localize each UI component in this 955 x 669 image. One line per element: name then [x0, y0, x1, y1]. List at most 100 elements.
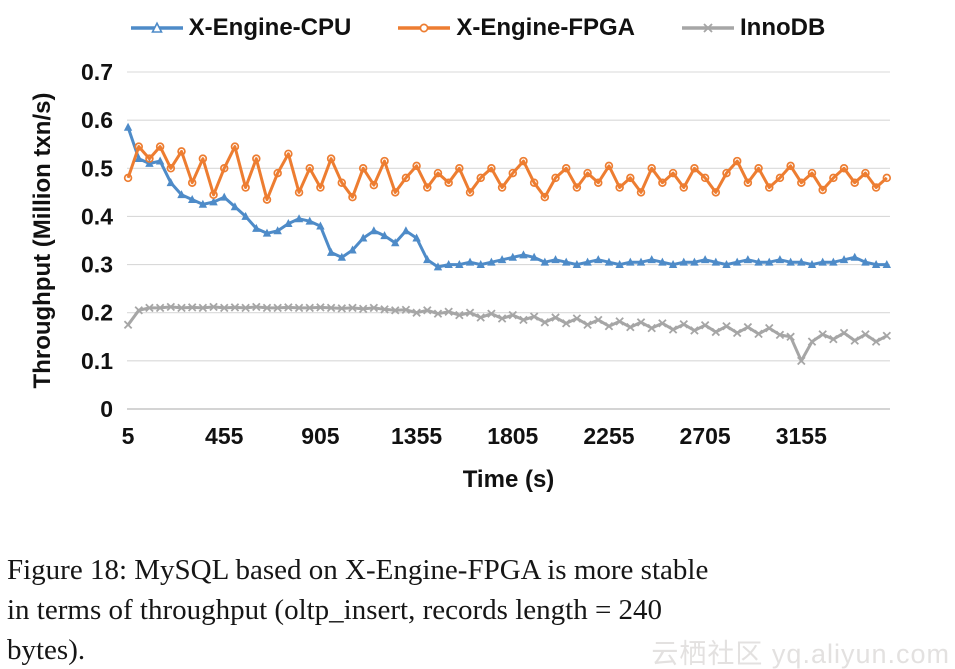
circle-marker — [284, 149, 293, 159]
x-tick-label: 1355 — [391, 423, 442, 449]
triangle-marker — [861, 257, 870, 266]
legend-item-x-engine-cpu: X-Engine-CPU — [130, 14, 351, 42]
circle-marker — [134, 142, 144, 151]
x-marker — [294, 303, 304, 313]
triangle-marker — [829, 257, 838, 266]
circle-marker — [850, 178, 859, 187]
circle-marker — [636, 188, 646, 197]
legend-x — [703, 23, 713, 33]
triangle-marker — [839, 255, 849, 264]
triangle-marker — [273, 226, 282, 235]
circle-marker — [219, 164, 229, 173]
circle-marker — [508, 168, 518, 178]
circle-marker — [316, 183, 325, 192]
legend-triangle — [150, 21, 163, 33]
x-marker — [241, 303, 250, 313]
x-marker — [807, 337, 817, 346]
x-marker — [145, 303, 154, 313]
circle-marker — [390, 188, 400, 197]
triangle-marker — [551, 255, 560, 264]
circle-marker — [337, 178, 347, 187]
x-tick-label: 3155 — [776, 423, 827, 449]
circle-marker — [476, 173, 485, 183]
triangle-marker — [348, 245, 357, 254]
y-tick-label: 0.3 — [81, 252, 113, 278]
x-marker — [797, 356, 806, 366]
x-marker — [252, 302, 261, 312]
series-x-engine-cpu — [123, 122, 891, 271]
legend-label-innodb: InnoDB — [740, 14, 826, 41]
circle-marker — [380, 156, 389, 166]
circle-marker — [166, 164, 176, 173]
triangle-marker — [487, 257, 496, 266]
circle-marker — [326, 154, 336, 163]
x-marker — [636, 318, 646, 327]
y-tick-label: 0.6 — [81, 107, 113, 133]
triangle-marker — [626, 257, 635, 266]
series-innodb — [123, 302, 892, 366]
series-line — [126, 305, 888, 363]
triangle-marker — [284, 219, 293, 228]
triangle-marker — [423, 255, 432, 264]
x-marker — [284, 303, 293, 312]
x-marker — [871, 337, 881, 346]
circle-marker — [294, 188, 304, 197]
circle-marker — [358, 164, 368, 173]
y-tick-label: 0 — [100, 396, 113, 422]
triangle-marker — [562, 257, 571, 266]
x-marker — [412, 308, 421, 317]
x-marker — [465, 308, 475, 317]
x-marker — [326, 303, 336, 313]
triangle-marker — [743, 255, 753, 264]
caption-line-1: Figure 18: MySQL based on X-Engine-FPGA … — [7, 554, 709, 586]
triangle-marker — [615, 259, 624, 268]
circle-marker — [647, 164, 656, 173]
x-marker — [358, 304, 368, 314]
triangle-marker — [668, 259, 678, 268]
x-marker — [647, 323, 656, 333]
circle-marker — [572, 183, 582, 192]
y-tick-label: 0.5 — [81, 155, 113, 181]
triangle-marker — [508, 252, 517, 261]
y-tick-label: 0.2 — [81, 300, 113, 326]
triangle-marker — [220, 192, 229, 201]
legend-circle — [419, 23, 429, 33]
circle-marker — [230, 142, 240, 151]
circle-marker — [839, 164, 849, 173]
circle-marker — [487, 164, 496, 173]
x-marker — [380, 305, 389, 314]
series-line — [126, 126, 887, 269]
triangle-marker — [572, 259, 582, 268]
x-marker — [529, 312, 539, 321]
x-marker — [209, 302, 218, 312]
x-tick-label: 1805 — [487, 423, 538, 449]
circle-marker — [540, 192, 550, 202]
legend-label-x-engine-fpga: X-Engine-FPGA — [456, 14, 636, 41]
x-marker — [561, 319, 571, 328]
triangle-marker — [529, 252, 539, 261]
triangle-marker — [262, 228, 272, 237]
throughput-line-chart: 0 0.1 0.2 0.3 0.4 0.5 0.6 0.7 5 455 905 1355 1805 225… — [29, 59, 892, 493]
triangle-marker — [166, 178, 176, 187]
triangle-marker — [316, 221, 325, 230]
triangle-marker — [187, 194, 197, 203]
circle-marker — [252, 154, 261, 163]
triangle-marker — [134, 154, 143, 163]
x-marker — [123, 320, 133, 329]
triangle-marker — [326, 247, 336, 256]
circle-marker — [711, 188, 721, 197]
x-marker — [134, 306, 143, 315]
triangle-marker — [604, 257, 614, 266]
triangle-marker — [807, 259, 817, 268]
circle-marker — [177, 147, 186, 156]
triangle-marker — [198, 199, 208, 208]
circle-marker — [754, 164, 763, 173]
x-tick-label: 905 — [301, 423, 340, 449]
x-marker — [390, 306, 400, 315]
circle-marker — [369, 180, 379, 190]
triangle-marker — [123, 122, 133, 131]
x-marker — [198, 303, 208, 313]
series-x-engine-fpga — [123, 142, 892, 204]
x-marker — [615, 317, 624, 326]
circle-marker — [145, 154, 154, 163]
